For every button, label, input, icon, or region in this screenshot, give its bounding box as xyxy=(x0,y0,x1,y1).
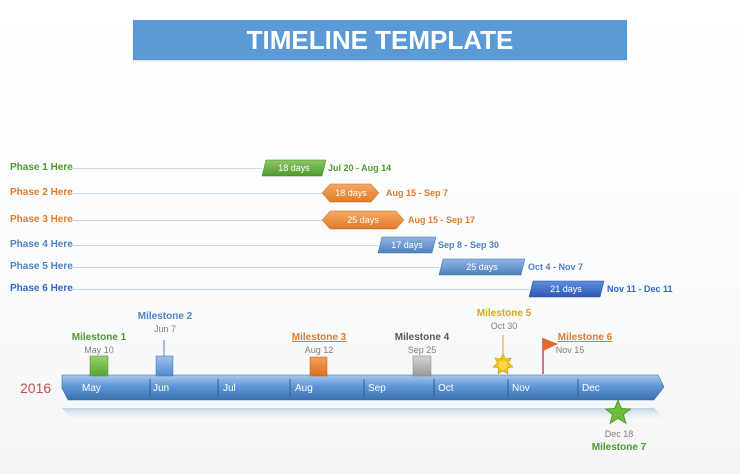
phase-6-range: Nov 11 - Dec 11 xyxy=(607,284,673,294)
phase-1-duration: 18 days xyxy=(278,163,310,173)
milestone-3-name: Milestone 3 xyxy=(291,332,347,343)
phase-3-range: Aug 15 - Sep 17 xyxy=(408,215,476,225)
milestone-7-name: Milestone 7 xyxy=(591,442,647,453)
phase-6-label: Phase 6 Here xyxy=(10,283,73,294)
phase-6-bar: 21 days xyxy=(528,280,605,298)
milestone-5-name: Milestone 5 xyxy=(476,308,532,319)
milestone-6-name: Milestone 6 xyxy=(557,332,613,343)
phase-5-label: Phase 5 Here xyxy=(10,261,73,272)
phase-4-duration: 17 days xyxy=(391,240,423,250)
timeline-reflection xyxy=(62,408,664,418)
star-icon xyxy=(604,399,632,425)
phase-4-range: Sep 8 - Sep 30 xyxy=(438,240,500,250)
milestone-1-marker xyxy=(89,355,109,377)
month-label: Jun xyxy=(153,383,170,394)
flag-icon xyxy=(542,338,558,374)
milestone-4-marker xyxy=(412,355,432,377)
phase-1-label: Phase 1 Here xyxy=(10,162,73,173)
phase-4-bar: 17 days xyxy=(377,236,437,254)
month-label: Nov xyxy=(512,383,530,394)
month-label: Sep xyxy=(368,383,386,394)
month-label: Aug xyxy=(295,383,313,394)
phase-2-bar: 18 days xyxy=(321,183,380,203)
sun-icon xyxy=(492,335,514,375)
phase-1-bar: 18 days xyxy=(261,159,327,177)
phase-2-duration: 18 days xyxy=(335,188,367,198)
timeline-year: 2016 xyxy=(20,380,52,396)
month-label: May xyxy=(82,383,101,394)
phase-6-guide-line xyxy=(72,289,529,290)
milestone-5-date: Oct 30 xyxy=(490,321,518,331)
phase-2-guide-line xyxy=(72,193,322,194)
milestone-6-date: Nov 15 xyxy=(555,345,585,355)
phase-3-duration: 25 days xyxy=(347,215,379,225)
milestone-4-name: Milestone 4 xyxy=(394,332,450,343)
timeline-bar xyxy=(61,374,665,401)
page-title: TIMELINE TEMPLATE xyxy=(246,25,514,55)
month-dividers xyxy=(149,379,579,397)
milestone-2-marker xyxy=(155,340,174,377)
title-banner: TIMELINE TEMPLATE xyxy=(133,20,627,60)
phase-5-guide-line xyxy=(72,267,439,268)
month-label: Jul xyxy=(223,383,236,394)
phase-3-guide-line xyxy=(72,220,322,221)
phase-4-guide-line xyxy=(72,245,378,246)
milestone-4-date: Sep 25 xyxy=(407,345,437,355)
month-label: Dec xyxy=(582,383,600,394)
phase-5-range: Oct 4 - Nov 7 xyxy=(528,262,584,272)
milestone-2-name: Milestone 2 xyxy=(137,311,193,322)
phase-4-label: Phase 4 Here xyxy=(10,239,73,250)
milestone-3-marker xyxy=(309,356,328,377)
phase-2-label: Phase 2 Here xyxy=(10,187,73,198)
milestone-1-date: May 10 xyxy=(84,345,114,355)
phase-2-range: Aug 15 - Sep 7 xyxy=(386,188,449,198)
phase-3-bar: 25 days xyxy=(321,210,405,230)
phase-3-label: Phase 3 Here xyxy=(10,214,73,225)
phase-1-range: Jul 20 - Aug 14 xyxy=(328,163,392,173)
milestone-7-date: Dec 18 xyxy=(604,429,634,439)
phase-5-bar: 25 days xyxy=(438,258,526,276)
milestone-1-name: Milestone 1 xyxy=(71,332,127,343)
phase-1-guide-line xyxy=(72,168,262,169)
month-label: Oct xyxy=(438,383,454,394)
milestone-3-date: Aug 12 xyxy=(304,345,334,355)
milestone-2-date: Jun 7 xyxy=(153,324,177,334)
phase-6-duration: 21 days xyxy=(550,284,582,294)
phase-5-duration: 25 days xyxy=(466,262,498,272)
